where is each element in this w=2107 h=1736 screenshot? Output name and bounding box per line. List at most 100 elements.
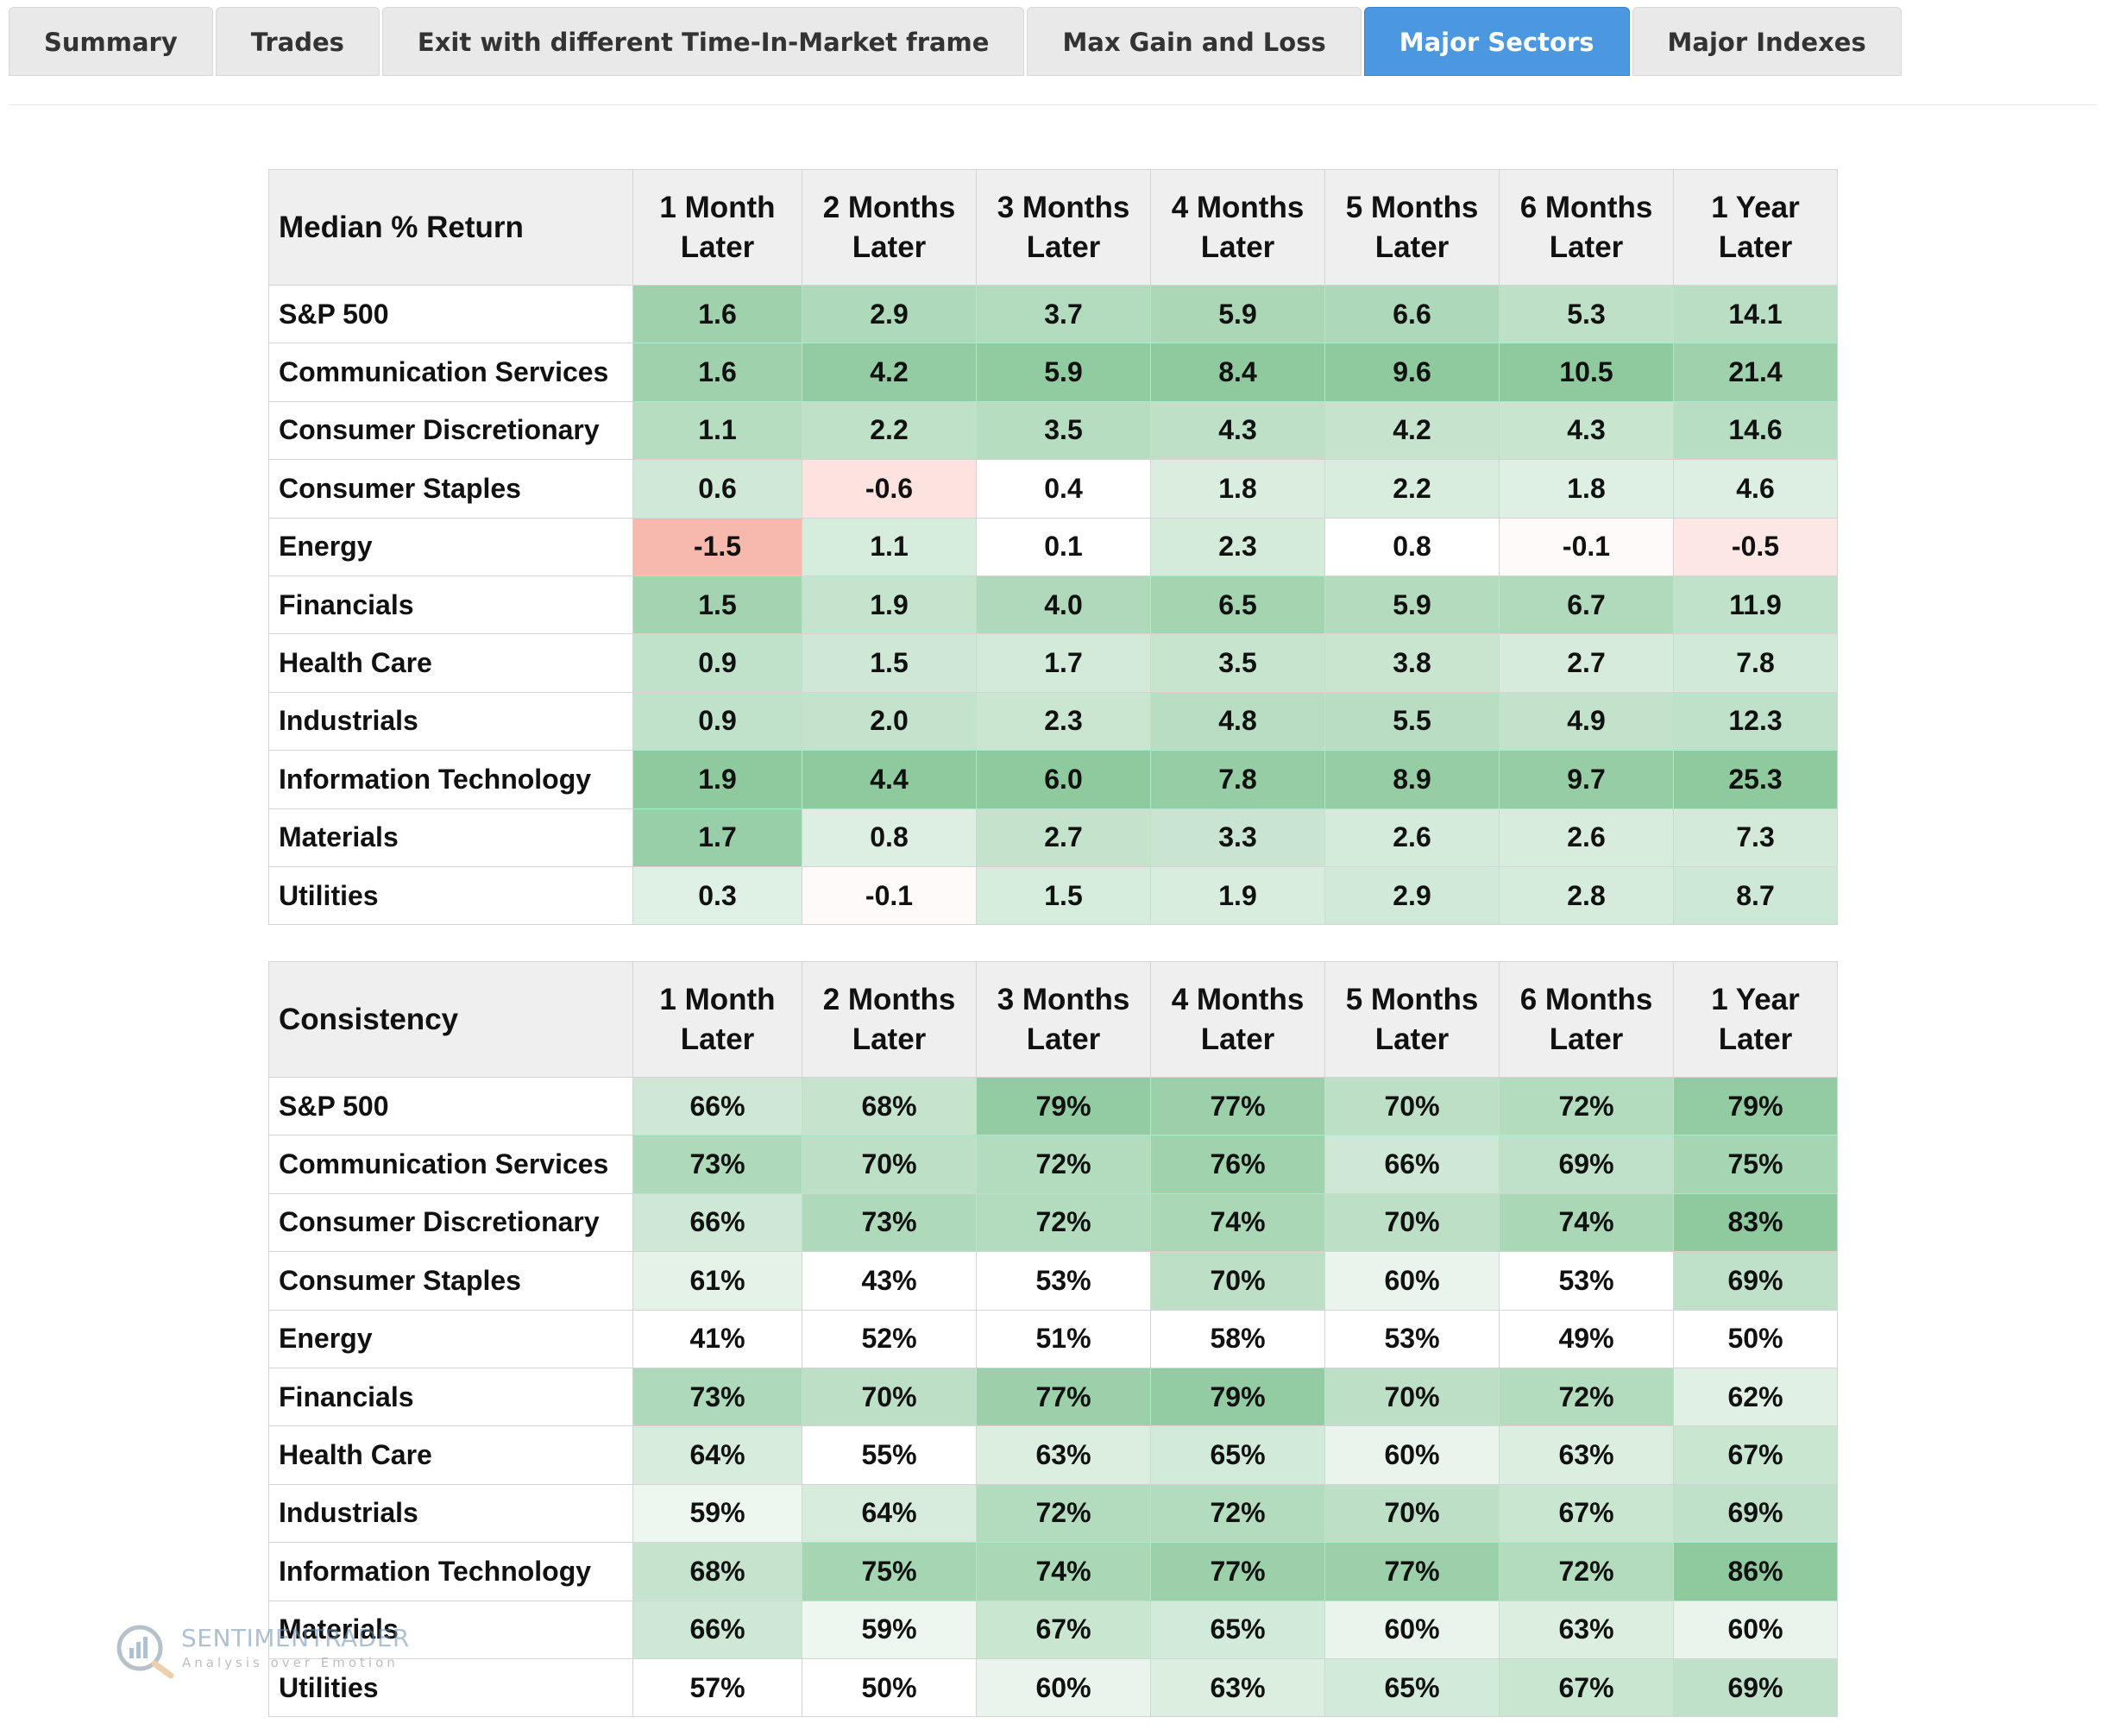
- table-row: Financials 1.5 1.9 4.0 6.5 5.9 6.7 11.9: [268, 575, 1838, 635]
- row-label-information-technology: Information Technology: [268, 1542, 633, 1601]
- value-cell: 3.3: [1150, 808, 1325, 867]
- value-cell: 43%: [802, 1251, 977, 1311]
- value-cell: 1.5: [802, 633, 977, 693]
- value-cell: 65%: [1324, 1657, 1500, 1718]
- value-cell: 4.9: [1499, 691, 1674, 752]
- value-cell: 1.9: [632, 750, 802, 809]
- value-cell: 7.8: [1150, 750, 1325, 809]
- value-cell: 1.8: [1150, 459, 1325, 519]
- value-cell: 8.9: [1324, 750, 1500, 809]
- value-cell: 63%: [976, 1425, 1151, 1485]
- value-cell: 66%: [1324, 1135, 1500, 1194]
- value-cell: 67%: [1499, 1657, 1674, 1718]
- value-cell: 9.7: [1499, 750, 1674, 809]
- value-cell: 3.5: [1150, 633, 1325, 693]
- value-cell: 4.0: [976, 575, 1151, 635]
- value-cell: 0.8: [1324, 517, 1500, 576]
- value-cell: 64%: [802, 1483, 977, 1544]
- value-cell: 1.6: [632, 284, 802, 344]
- table-row: Information Technology 1.9 4.4 6.0 7.8 8.9 9.7…: [268, 750, 1838, 809]
- value-cell: 70%: [1324, 1367, 1500, 1427]
- value-cell: 3.5: [976, 400, 1151, 461]
- tab-exit-time-frame[interactable]: Exit with different Time-In-Market frame: [381, 7, 1025, 76]
- value-cell: 1.1: [802, 517, 977, 576]
- value-cell: 52%: [802, 1309, 977, 1368]
- value-cell: 77%: [1150, 1076, 1325, 1136]
- table-row: Industrials 0.9 2.0 2.3 4.8 5.5 4.9 12.3: [268, 691, 1838, 752]
- value-cell: 74%: [1150, 1192, 1325, 1253]
- value-cell: 69%: [1499, 1135, 1674, 1194]
- table-row: S&P 500 66% 68% 79% 77% 70% 72% 79%: [268, 1076, 1838, 1136]
- value-cell: -1.5: [632, 517, 802, 576]
- value-cell: 73%: [632, 1135, 802, 1194]
- value-cell: 60%: [1324, 1251, 1500, 1311]
- value-cell: 63%: [1499, 1600, 1674, 1659]
- value-cell: 5.3: [1499, 284, 1674, 344]
- table-row: Consumer Discretionary 66% 73% 72% 74% 70% 74%…: [268, 1192, 1838, 1253]
- value-cell: -0.6: [802, 459, 977, 519]
- value-cell: 79%: [1673, 1076, 1838, 1136]
- value-cell: 74%: [1499, 1192, 1674, 1253]
- logo-magnifier-icon: [116, 1625, 174, 1679]
- value-cell: 3.7: [976, 284, 1151, 344]
- consistency-table-title: Consistency: [268, 961, 633, 1078]
- value-cell: 79%: [1150, 1367, 1325, 1427]
- value-cell: 9.6: [1324, 343, 1500, 402]
- value-cell: 6.5: [1150, 575, 1325, 635]
- value-cell: 77%: [1150, 1542, 1325, 1601]
- value-cell: 4.3: [1499, 400, 1674, 461]
- value-cell: 10.5: [1499, 343, 1674, 402]
- row-label-industrials: Industrials: [268, 691, 633, 752]
- value-cell: 59%: [632, 1483, 802, 1544]
- tab-major-indexes[interactable]: Major Indexes: [1632, 7, 1902, 76]
- value-cell: 6.6: [1324, 284, 1500, 344]
- value-cell: 5.5: [1324, 691, 1500, 752]
- column-header-1-year: 1 Year Later: [1673, 961, 1838, 1078]
- value-cell: 73%: [632, 1367, 802, 1427]
- value-cell: 0.1: [976, 517, 1151, 576]
- tab-max-gain-loss[interactable]: Max Gain and Loss: [1027, 7, 1362, 76]
- value-cell: 50%: [802, 1657, 977, 1718]
- row-label-materials: Materials: [268, 1600, 633, 1659]
- value-cell: 4.6: [1673, 459, 1838, 519]
- value-cell: 1.5: [632, 575, 802, 635]
- value-cell: 1.7: [976, 633, 1151, 693]
- table-row: Utilities 0.3 -0.1 1.5 1.9 2.9 2.8 8.7: [268, 865, 1838, 926]
- value-cell: 77%: [976, 1367, 1151, 1427]
- row-label-health-care: Health Care: [268, 1425, 633, 1485]
- value-cell: 70%: [1150, 1251, 1325, 1311]
- value-cell: 3.8: [1324, 633, 1500, 693]
- value-cell: 2.3: [1150, 517, 1325, 576]
- column-header-3-months: 3 Months Later: [976, 961, 1151, 1078]
- value-cell: 5.9: [976, 343, 1151, 402]
- value-cell: 70%: [1324, 1483, 1500, 1544]
- consistency-table: Consistency 1 Month Later 2 Months Later…: [268, 961, 1838, 1718]
- row-label-energy: Energy: [268, 1309, 633, 1368]
- row-label-consumer-discretionary: Consumer Discretionary: [268, 400, 633, 461]
- value-cell: 55%: [802, 1425, 977, 1485]
- row-label-consumer-staples: Consumer Staples: [268, 459, 633, 519]
- table-row: Consumer Staples 61% 43% 53% 70% 60% 53% 69%: [268, 1251, 1838, 1311]
- value-cell: 60%: [1673, 1600, 1838, 1659]
- tab-major-sectors[interactable]: Major Sectors: [1363, 7, 1630, 76]
- value-cell: 63%: [1150, 1657, 1325, 1718]
- tab-summary[interactable]: Summary: [9, 7, 213, 76]
- row-label-materials: Materials: [268, 808, 633, 867]
- value-cell: 1.5: [976, 865, 1151, 926]
- value-cell: 49%: [1499, 1309, 1674, 1368]
- value-cell: 53%: [976, 1251, 1151, 1311]
- column-header-4-months: 4 Months Later: [1150, 169, 1325, 286]
- tab-trades[interactable]: Trades: [215, 7, 380, 76]
- value-cell: 70%: [802, 1367, 977, 1427]
- column-header-6-months: 6 Months Later: [1499, 169, 1674, 286]
- value-cell: 70%: [802, 1135, 977, 1194]
- value-cell: 5.9: [1150, 284, 1325, 344]
- row-label-industrials: Industrials: [268, 1483, 633, 1544]
- value-cell: 4.3: [1150, 400, 1325, 461]
- row-label-health-care: Health Care: [268, 633, 633, 693]
- value-cell: 72%: [1499, 1542, 1674, 1601]
- value-cell: 1.9: [802, 575, 977, 635]
- value-cell: 0.9: [632, 633, 802, 693]
- table-row: Health Care 0.9 1.5 1.7 3.5 3.8 2.7 7.8: [268, 633, 1838, 693]
- value-cell: 72%: [976, 1192, 1151, 1253]
